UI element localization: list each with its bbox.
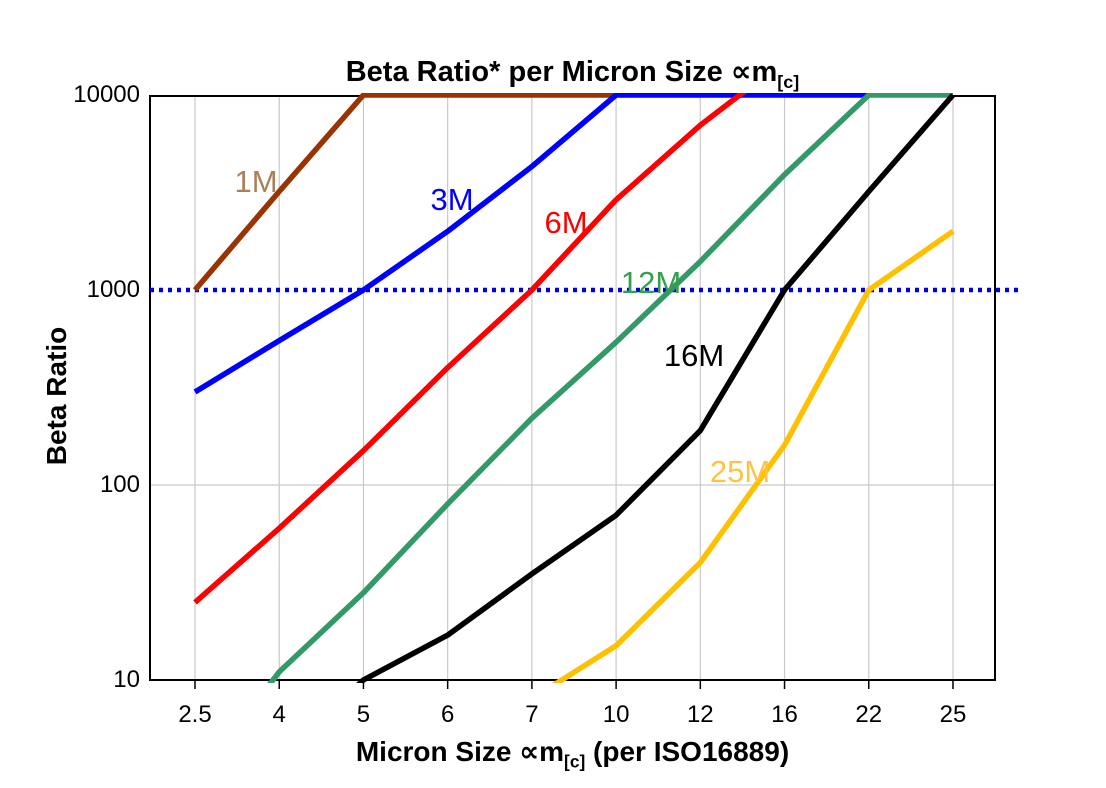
series-line-1M: [192, 93, 617, 292]
x-tick-label-7: 7: [525, 701, 539, 728]
series-label-3M: 3M: [430, 182, 474, 217]
chart-title-subscript: [c]: [777, 71, 800, 92]
series-line-6M: [193, 93, 747, 605]
x-tick-label-2.5: 2.5: [178, 701, 212, 728]
series-line-12M: [267, 93, 953, 683]
chart-title: Beta Ratio* per Micron Size ∝m[c]: [150, 54, 995, 93]
series-label-16M: 16M: [663, 338, 725, 373]
y-axis-label: Beta Ratio: [41, 326, 72, 466]
series-line-3M: [193, 93, 869, 395]
x-tick-label-12: 12: [686, 701, 714, 728]
series-label-12M: 12M: [620, 265, 682, 300]
x-tick-label-16: 16: [771, 701, 798, 728]
x-tick-label-6: 6: [440, 701, 455, 728]
series-label-6M: 6M: [544, 205, 588, 240]
y-tick-label-10: 10: [113, 666, 140, 693]
chart-title-text: Beta Ratio* per Micron Size ∝m: [345, 56, 778, 88]
x-tick-label-10: 10: [602, 701, 630, 728]
y-tick-label-1000: 1000: [86, 276, 140, 303]
series-label-25M: 25M: [709, 454, 771, 489]
x-tick-label-22: 22: [855, 701, 883, 728]
x-axis-label: Micron Size ∝m[c] (per ISO16889): [150, 735, 995, 773]
x-tick-label-5: 5: [356, 701, 371, 728]
x-axis-label-post: (per ISO16889): [585, 736, 790, 767]
series-label-1M: 1M: [234, 164, 278, 199]
y-tick-label-100: 100: [99, 471, 140, 498]
series-line-25M: [551, 229, 955, 683]
series-line-16M: [356, 93, 956, 683]
x-tick-label-4: 4: [272, 701, 286, 728]
x-axis-label-subscript: [c]: [564, 751, 586, 772]
y-tick-label-10000: 10000: [73, 81, 140, 108]
x-axis-label-pre: Micron Size ∝m: [355, 736, 565, 767]
x-tick-label-25: 25: [939, 701, 967, 728]
